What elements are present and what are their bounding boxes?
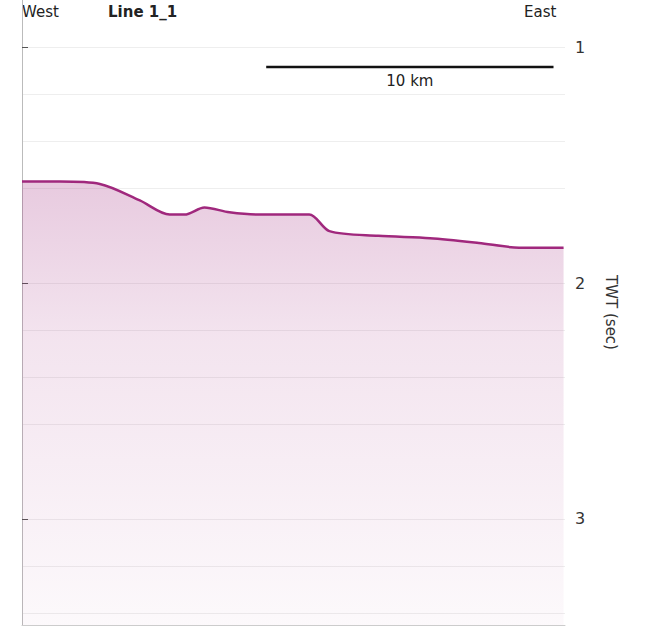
- svg-text:2: 2: [575, 274, 585, 293]
- svg-text:TWT (sec): TWT (sec): [602, 274, 620, 350]
- svg-text:3: 3: [575, 509, 585, 528]
- svg-text:West: West: [22, 3, 59, 21]
- svg-text:1: 1: [575, 38, 585, 57]
- svg-text:East: East: [524, 3, 556, 21]
- svg-text:10 km: 10 km: [386, 72, 433, 90]
- svg-text:Line 1_1: Line 1_1: [108, 3, 177, 21]
